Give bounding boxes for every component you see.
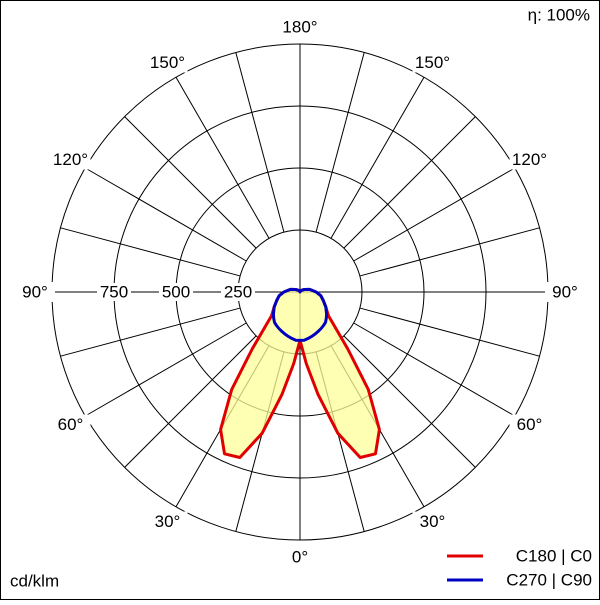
angle-tick-label: 150° — [415, 53, 450, 72]
angle-tick-label: 30° — [155, 512, 181, 531]
spoke — [315, 52, 365, 233]
legend-label: C270 | C90 — [506, 570, 592, 589]
spoke — [84, 167, 247, 262]
label-bg — [509, 149, 550, 170]
angle-tick-label: 90° — [552, 282, 578, 301]
spoke — [343, 116, 476, 249]
spoke — [124, 116, 257, 249]
spoke — [359, 307, 540, 357]
label-bg — [15, 282, 55, 302]
label-bg — [147, 52, 188, 73]
r-tick-label: 750 — [100, 282, 128, 301]
spoke — [84, 322, 247, 417]
curves — [219, 287, 381, 459]
spoke — [60, 307, 241, 357]
label-bg — [280, 547, 320, 567]
label-bg — [50, 149, 91, 170]
spoke — [124, 335, 257, 468]
spoke — [343, 335, 476, 468]
spoke — [175, 76, 270, 239]
label-bg — [509, 414, 550, 435]
spoke — [60, 227, 241, 277]
label-bg — [280, 17, 320, 37]
angle-tick-label: 150° — [150, 53, 185, 72]
angle-tick-label: 120° — [53, 150, 88, 169]
angle-tick-label: 30° — [420, 512, 446, 531]
unit-label: cd/klm — [10, 571, 59, 590]
spoke — [330, 76, 425, 239]
label-bg — [412, 511, 453, 532]
spoke — [353, 167, 516, 262]
spoke — [235, 52, 285, 233]
efficiency: η: 100% — [528, 5, 590, 24]
r-tick-label: 250 — [224, 282, 252, 301]
intensity-curve — [271, 287, 329, 342]
label-bg — [221, 283, 255, 301]
label-bg — [97, 283, 131, 301]
labels: 250 500 750 0° 30° 30° 60° 60° 90° 90° 120° 120° 150… — [15, 17, 592, 589]
label-bg — [50, 414, 91, 435]
legend-label: C180 | C0 — [516, 546, 592, 565]
label-bg — [147, 511, 188, 532]
label-bg — [545, 282, 585, 302]
r-tick-label: 500 — [162, 282, 190, 301]
angle-tick-label: 120° — [512, 150, 547, 169]
angle-tick-label: 0° — [292, 547, 308, 566]
label-bg — [159, 283, 193, 301]
spoke — [353, 322, 516, 417]
spoke — [359, 227, 540, 277]
angle-tick-label: 90° — [22, 282, 48, 301]
angle-tick-label: 180° — [282, 17, 317, 36]
angle-tick-label: 60° — [517, 415, 543, 434]
angle-tick-label: 60° — [58, 415, 84, 434]
label-bg — [412, 52, 453, 73]
